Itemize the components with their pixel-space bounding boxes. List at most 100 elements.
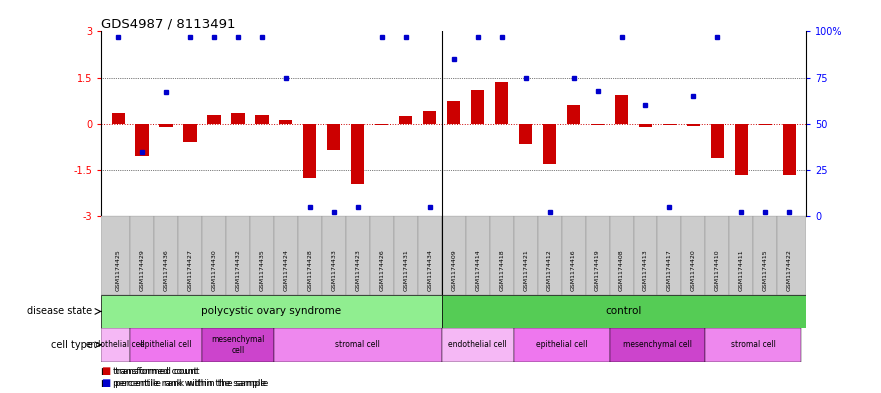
Text: GSM1174424: GSM1174424 <box>284 249 288 291</box>
Text: endothelial cell: endothelial cell <box>86 340 145 349</box>
Text: GSM1174408: GSM1174408 <box>619 249 624 291</box>
Bar <box>729 216 753 295</box>
Bar <box>782 124 796 174</box>
Bar <box>370 216 394 295</box>
Text: mesenchymal cell: mesenchymal cell <box>623 340 692 349</box>
Text: GSM1174411: GSM1174411 <box>739 249 744 291</box>
Bar <box>279 120 292 124</box>
Bar <box>418 216 441 295</box>
Text: GSM1174418: GSM1174418 <box>500 249 504 291</box>
Bar <box>490 216 514 295</box>
Bar <box>543 124 556 164</box>
Bar <box>537 216 561 295</box>
Text: GSM1174435: GSM1174435 <box>259 249 264 291</box>
Text: GSM1174422: GSM1174422 <box>787 249 792 291</box>
Text: GSM1174436: GSM1174436 <box>164 249 168 291</box>
Bar <box>136 124 149 156</box>
Bar <box>130 216 154 295</box>
Text: polycystic ovary syndrome: polycystic ovary syndrome <box>202 307 342 316</box>
Text: GSM1174426: GSM1174426 <box>380 249 384 291</box>
Text: GSM1174416: GSM1174416 <box>571 249 576 291</box>
Bar <box>706 328 802 362</box>
Text: control: control <box>606 307 642 316</box>
Bar <box>274 216 298 295</box>
Bar <box>519 124 532 144</box>
Bar <box>303 124 316 178</box>
Bar <box>682 216 706 295</box>
Text: ■: ■ <box>101 378 110 388</box>
Text: GSM1174428: GSM1174428 <box>307 249 313 291</box>
Bar <box>352 124 365 184</box>
Bar <box>777 216 806 295</box>
Text: GSM1174417: GSM1174417 <box>667 249 672 291</box>
Bar <box>567 105 581 124</box>
Bar <box>663 124 676 125</box>
Bar <box>711 124 724 158</box>
Text: GSM1174412: GSM1174412 <box>547 249 552 291</box>
Bar <box>441 216 466 295</box>
Text: GSM1174423: GSM1174423 <box>355 249 360 291</box>
Text: transformed count: transformed count <box>113 367 197 376</box>
Bar <box>657 216 682 295</box>
Text: stromal cell: stromal cell <box>336 340 381 349</box>
Text: ■: ■ <box>101 366 110 376</box>
Bar <box>687 124 700 126</box>
Text: GSM1174430: GSM1174430 <box>211 249 217 291</box>
Text: disease state: disease state <box>27 307 93 316</box>
Bar <box>112 113 125 124</box>
Bar <box>274 328 441 362</box>
Bar <box>514 328 610 362</box>
Bar <box>154 216 178 295</box>
Text: GSM1174432: GSM1174432 <box>235 249 241 291</box>
Bar <box>178 216 202 295</box>
Text: GSM1174410: GSM1174410 <box>714 249 720 291</box>
Bar <box>255 115 269 124</box>
Bar <box>327 124 340 150</box>
Bar <box>441 295 806 328</box>
Bar <box>322 216 346 295</box>
Bar <box>591 124 604 125</box>
Bar <box>610 328 706 362</box>
Bar <box>250 216 274 295</box>
Bar <box>448 101 460 124</box>
Bar <box>495 82 508 124</box>
Bar <box>561 216 586 295</box>
Bar <box>101 295 441 328</box>
Bar <box>346 216 370 295</box>
Bar <box>375 124 389 125</box>
Text: GSM1174429: GSM1174429 <box>139 249 144 291</box>
Text: GSM1174409: GSM1174409 <box>451 249 456 291</box>
Text: epithelial cell: epithelial cell <box>536 340 588 349</box>
Bar <box>514 216 537 295</box>
Bar <box>226 216 250 295</box>
Bar <box>232 113 245 124</box>
Bar <box>207 115 220 124</box>
Bar <box>183 124 196 142</box>
Text: ■  transformed count: ■ transformed count <box>101 367 200 376</box>
Bar <box>441 328 514 362</box>
Bar <box>471 90 485 124</box>
Bar <box>633 216 657 295</box>
Text: endothelial cell: endothelial cell <box>448 340 507 349</box>
Text: stromal cell: stromal cell <box>731 340 776 349</box>
Bar <box>759 124 772 125</box>
Text: ■  percentile rank within the sample: ■ percentile rank within the sample <box>101 379 269 387</box>
Text: epithelial cell: epithelial cell <box>140 340 192 349</box>
Bar <box>159 124 173 127</box>
Text: GDS4987 / 8113491: GDS4987 / 8113491 <box>101 17 236 30</box>
Text: GSM1174433: GSM1174433 <box>331 249 337 291</box>
Bar <box>610 216 633 295</box>
Text: GSM1174419: GSM1174419 <box>595 249 600 291</box>
Text: percentile rank within the sample: percentile rank within the sample <box>113 379 266 387</box>
Bar <box>399 116 412 124</box>
Bar <box>706 216 729 295</box>
Text: mesenchymal
cell: mesenchymal cell <box>211 335 264 354</box>
Text: GSM1174413: GSM1174413 <box>643 249 648 291</box>
Bar <box>423 112 436 124</box>
Bar <box>615 95 628 124</box>
Bar <box>466 216 490 295</box>
Text: GSM1174431: GSM1174431 <box>403 249 408 291</box>
Bar <box>101 328 130 362</box>
Text: GSM1174414: GSM1174414 <box>475 249 480 291</box>
Bar <box>735 124 748 174</box>
